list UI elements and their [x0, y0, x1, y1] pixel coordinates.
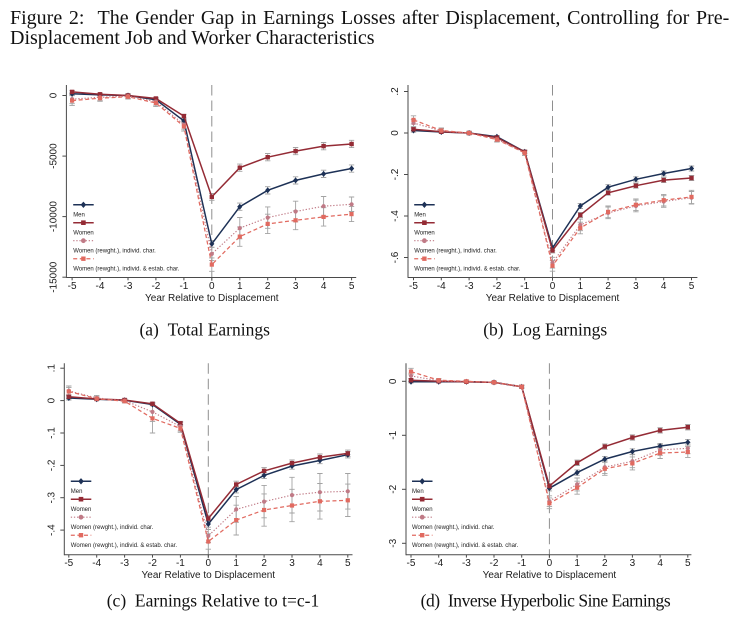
svg-text:-1: -1: [179, 281, 188, 292]
svg-text:Year Relative to Displacement: Year Relative to Displacement: [483, 570, 617, 581]
svg-text:0: 0: [390, 130, 401, 136]
svg-text:Men: Men: [412, 489, 424, 495]
svg-text:(d) Inverse Hyperbolic Sine Ea: (d) Inverse Hyperbolic Sine Earnings: [421, 591, 671, 611]
svg-text:-5000: -5000: [48, 143, 59, 169]
svg-text:1: 1: [574, 558, 580, 569]
svg-text:(a) Total Earnings: (a) Total Earnings: [139, 319, 270, 339]
svg-text:Men: Men: [414, 212, 426, 218]
svg-text:3: 3: [630, 558, 636, 569]
svg-text:-.4: -.4: [46, 524, 57, 536]
svg-text:Women (rewght.), individ. char: Women (rewght.), individ. char.: [412, 525, 495, 531]
svg-text:Women: Women: [73, 230, 94, 236]
svg-text:3: 3: [289, 558, 295, 569]
svg-text:-.6: -.6: [390, 251, 401, 263]
svg-text:1: 1: [233, 558, 239, 569]
svg-text:-1: -1: [176, 558, 185, 569]
svg-text:2: 2: [261, 558, 267, 569]
svg-text:-.1: -.1: [46, 427, 57, 439]
svg-text:-5: -5: [409, 281, 418, 292]
svg-text:0: 0: [209, 281, 215, 292]
svg-text:1: 1: [237, 281, 243, 292]
svg-text:Women (rewght.), individ. char: Women (rewght.), individ. char.: [73, 248, 156, 254]
svg-text:5: 5: [349, 281, 355, 292]
svg-text:3: 3: [633, 281, 639, 292]
svg-text:-.2: -.2: [46, 459, 57, 471]
svg-text:-5: -5: [64, 558, 73, 569]
svg-text:Women (rewght.), individ. & es: Women (rewght.), individ. & estab. char.: [412, 543, 519, 549]
svg-text:2: 2: [605, 281, 611, 292]
svg-text:-4: -4: [96, 281, 105, 292]
svg-text:.2: .2: [390, 87, 401, 96]
svg-text:-2: -2: [388, 484, 399, 493]
svg-text:-2: -2: [490, 558, 499, 569]
svg-text:Women (rewght.), individ. char: Women (rewght.), individ. char.: [414, 248, 497, 254]
svg-text:-4: -4: [92, 558, 101, 569]
svg-text:3: 3: [293, 281, 299, 292]
svg-text:Year Relative to Displacement: Year Relative to Displacement: [486, 293, 620, 304]
svg-text:0: 0: [48, 92, 59, 98]
svg-text:4: 4: [661, 281, 667, 292]
svg-text:4: 4: [657, 558, 663, 569]
svg-text:-3: -3: [462, 558, 471, 569]
svg-text:Women: Women: [71, 507, 92, 513]
svg-text:-3: -3: [465, 281, 474, 292]
svg-text:-2: -2: [148, 558, 157, 569]
svg-text:Men: Men: [73, 212, 85, 218]
svg-text:5: 5: [345, 558, 351, 569]
svg-text:-4: -4: [434, 558, 443, 569]
svg-text:0: 0: [46, 397, 57, 403]
svg-text:Women: Women: [414, 230, 435, 236]
svg-text:-2: -2: [151, 281, 160, 292]
svg-text:Women (rewght.), individ. & es: Women (rewght.), individ. & estab. char.: [73, 266, 180, 272]
svg-text:Men: Men: [71, 489, 83, 495]
svg-text:Women (rewght.), individ. char: Women (rewght.), individ. char.: [71, 525, 154, 531]
svg-text:2: 2: [265, 281, 271, 292]
svg-text:-5: -5: [68, 281, 77, 292]
svg-text:Women: Women: [412, 507, 433, 513]
svg-text:-3: -3: [388, 538, 399, 547]
svg-text:-3: -3: [124, 281, 133, 292]
svg-text:0: 0: [550, 281, 556, 292]
svg-text:.1: .1: [46, 364, 57, 373]
svg-text:-15000: -15000: [48, 261, 59, 293]
svg-text:4: 4: [321, 281, 327, 292]
svg-text:(b) Log Earnings: (b) Log Earnings: [483, 319, 607, 339]
svg-text:-.2: -.2: [390, 168, 401, 180]
svg-text:-1: -1: [520, 281, 529, 292]
svg-text:(c) Earnings Relative to t=c-1: (c) Earnings Relative to t=c-1: [107, 591, 320, 611]
svg-text:1: 1: [578, 281, 584, 292]
svg-text:Year Relative to Displacement: Year Relative to Displacement: [145, 293, 279, 304]
svg-text:2: 2: [602, 558, 608, 569]
svg-text:-.4: -.4: [390, 210, 401, 222]
svg-text:Year Relative to Displacement: Year Relative to Displacement: [142, 570, 276, 581]
svg-text:-5: -5: [407, 558, 416, 569]
svg-text:-1: -1: [388, 430, 399, 439]
svg-text:Women (rewght.), individ. & es: Women (rewght.), individ. & estab. char.: [71, 543, 178, 549]
svg-text:-1: -1: [517, 558, 526, 569]
svg-text:4: 4: [317, 558, 323, 569]
svg-text:5: 5: [689, 281, 695, 292]
svg-text:-2: -2: [492, 281, 501, 292]
svg-text:Women (rewght.), individ. & es: Women (rewght.), individ. & estab. char.: [414, 266, 521, 272]
svg-text:5: 5: [685, 558, 691, 569]
svg-text:0: 0: [388, 378, 399, 384]
svg-text:-.3: -.3: [46, 491, 57, 503]
svg-text:-4: -4: [437, 281, 446, 292]
svg-text:-10000: -10000: [48, 201, 59, 233]
svg-text:0: 0: [206, 558, 212, 569]
svg-text:0: 0: [547, 558, 553, 569]
svg-text:-3: -3: [120, 558, 129, 569]
